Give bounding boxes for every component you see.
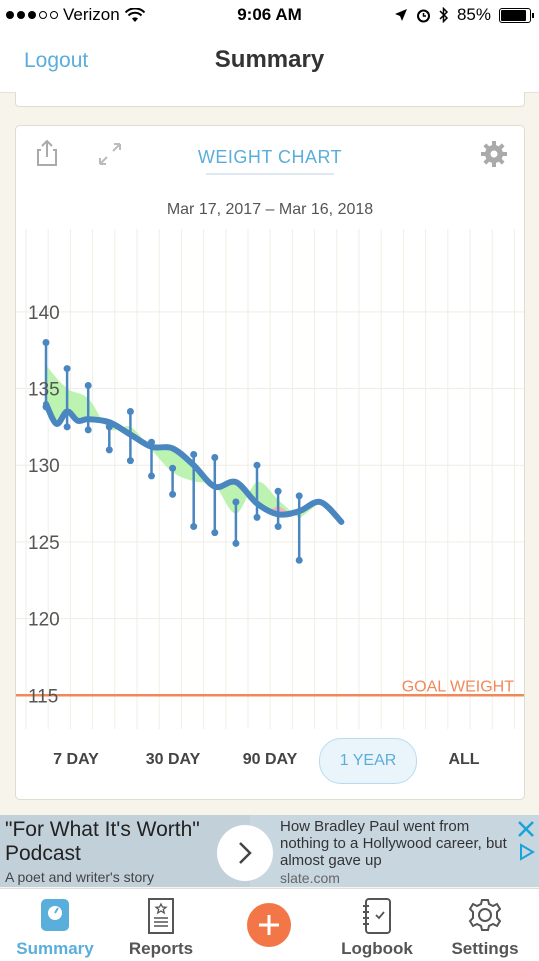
bluetooth-icon — [439, 7, 449, 23]
range-selector: 7 DAY 30 DAY 90 DAY 1 YEAR ALL — [16, 738, 524, 786]
daily-high-point — [253, 461, 261, 469]
daily-low-point — [148, 472, 156, 480]
status-right: 85% — [394, 5, 534, 25]
ad-choices-icon[interactable] — [517, 842, 537, 862]
scale-icon — [41, 899, 69, 931]
expand-icon[interactable] — [96, 140, 124, 168]
report-icon — [148, 898, 174, 934]
location-arrow-icon — [394, 9, 407, 21]
logout-button[interactable]: Logout — [24, 49, 89, 72]
daily-high-point — [63, 365, 71, 373]
ad-headline[interactable]: "For What It's Worth" Podcast — [5, 818, 200, 865]
status-bar: Verizon 9:06 AM 85% — [0, 0, 539, 30]
daily-low-point — [232, 539, 240, 547]
daily-low-point — [253, 513, 261, 521]
y-tick-label: 125 — [28, 533, 60, 554]
share-icon[interactable] — [34, 138, 60, 168]
add-icon — [259, 915, 279, 935]
daily-high-point — [274, 487, 282, 495]
y-tick-label: 130 — [28, 456, 60, 477]
weight-chart-card: WEIGHT CHART Mar 17, 2017 – Mar 16, 2018… — [15, 125, 525, 800]
daily-high-point — [295, 492, 303, 500]
signal-strength-icon — [6, 11, 58, 19]
y-tick-label: 115 — [28, 686, 58, 707]
ad-banner[interactable]: "For What It's Worth" Podcast A poet and… — [0, 815, 539, 887]
goal-weight-label: GOAL WEIGHT — [402, 678, 515, 695]
range-all-button[interactable]: ALL — [448, 751, 480, 768]
ad-close-icon[interactable] — [515, 818, 537, 840]
weight-trend-line — [43, 400, 345, 525]
carrier-group: Verizon — [6, 5, 145, 25]
daily-low-point — [126, 457, 134, 465]
status-time: 9:06 AM — [237, 5, 302, 24]
daily-high-point — [211, 454, 219, 462]
battery-icon — [499, 7, 534, 23]
tab-summary[interactable]: Summary — [0, 889, 110, 961]
daily-low-point — [211, 529, 219, 537]
logbook-icon — [363, 898, 391, 934]
daily-low-point — [84, 426, 92, 434]
ad-domain: slate.com — [280, 870, 340, 886]
daily-high-point — [169, 464, 177, 472]
tab-logbook-label: Logbook — [341, 939, 413, 958]
tab-settings[interactable]: Settings — [430, 889, 539, 961]
previous-card-edge — [15, 92, 525, 107]
ad-subtitle: A poet and writer's story — [5, 869, 154, 885]
range-1-year-button[interactable]: 1 YEAR — [319, 738, 417, 784]
daily-low-point — [105, 446, 113, 454]
carrier-name: Verizon — [63, 5, 120, 24]
tab-logbook[interactable]: Logbook — [322, 889, 432, 961]
range-7-day-button[interactable]: 7 DAY — [53, 751, 99, 768]
daily-low-point — [63, 423, 71, 431]
y-tick-label: 120 — [28, 610, 60, 631]
alarm-icon — [416, 9, 430, 22]
range-90-day-button[interactable]: 90 DAY — [242, 751, 298, 768]
daily-low-point — [295, 556, 303, 564]
daily-low-point — [274, 523, 282, 531]
chart-title-underline — [206, 173, 334, 175]
y-tick-label: 135 — [28, 380, 60, 401]
daily-high-point — [190, 450, 198, 458]
date-range: Mar 17, 2017 – Mar 16, 2018 — [166, 201, 374, 218]
y-tick-label: 140 — [28, 303, 60, 324]
battery-percent: 85% — [456, 5, 491, 24]
tab-reports[interactable]: Reports — [106, 889, 216, 961]
page-title: Summary — [214, 46, 325, 73]
chevron-right-icon — [239, 842, 252, 864]
range-30-day-button[interactable]: 30 DAY — [145, 751, 201, 768]
daily-high-point — [84, 381, 92, 389]
chart-title[interactable]: WEIGHT CHART — [197, 147, 343, 167]
tab-settings-label: Settings — [451, 939, 519, 958]
daily-low-point — [190, 523, 198, 531]
ad-left-panel — [0, 815, 250, 887]
tab-bar: Summary Reports Logbook Settings — [0, 888, 539, 961]
navigation-bar: Logout Summary — [0, 30, 539, 93]
gear-icon — [468, 899, 502, 931]
daily-high-point — [42, 338, 50, 346]
ad-open-button[interactable] — [217, 825, 273, 881]
tab-summary-label: Summary — [16, 939, 94, 958]
tab-reports-label: Reports — [128, 939, 194, 958]
add-entry-button[interactable] — [247, 903, 291, 947]
daily-high-point — [126, 408, 134, 416]
daily-low-point — [169, 490, 177, 498]
weight-chart: GOAL WEIGHT 140 135 130 125 120 115 — [16, 229, 524, 729]
ad-body-text[interactable]: How Bradley Paul went from nothing to a … — [280, 818, 507, 869]
chart-settings-icon[interactable] — [480, 140, 508, 168]
wifi-icon — [124, 7, 145, 22]
daily-high-point — [232, 498, 240, 506]
